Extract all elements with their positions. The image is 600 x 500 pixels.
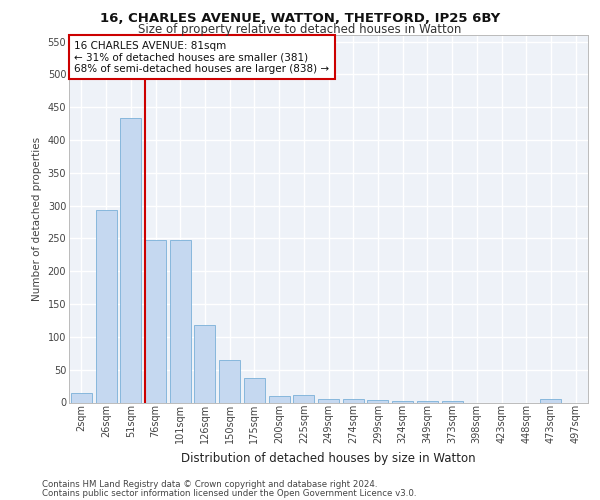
Bar <box>343 399 364 402</box>
Bar <box>417 400 438 402</box>
Bar <box>244 378 265 402</box>
Bar <box>541 399 562 402</box>
X-axis label: Distribution of detached houses by size in Watton: Distribution of detached houses by size … <box>181 452 476 464</box>
Bar <box>170 240 191 402</box>
Text: Contains public sector information licensed under the Open Government Licence v3: Contains public sector information licen… <box>42 488 416 498</box>
Bar <box>318 398 339 402</box>
Bar <box>194 325 215 402</box>
Text: 16, CHARLES AVENUE, WATTON, THETFORD, IP25 6BY: 16, CHARLES AVENUE, WATTON, THETFORD, IP… <box>100 12 500 24</box>
Text: Size of property relative to detached houses in Watton: Size of property relative to detached ho… <box>139 22 461 36</box>
Bar <box>219 360 240 403</box>
Bar <box>367 400 388 402</box>
Bar <box>145 240 166 402</box>
Bar <box>442 400 463 402</box>
Bar <box>95 210 116 402</box>
Bar <box>293 394 314 402</box>
Bar <box>392 400 413 402</box>
Text: 16 CHARLES AVENUE: 81sqm
← 31% of detached houses are smaller (381)
68% of semi-: 16 CHARLES AVENUE: 81sqm ← 31% of detach… <box>74 40 329 74</box>
Bar <box>269 396 290 402</box>
Y-axis label: Number of detached properties: Number of detached properties <box>32 136 42 301</box>
Text: Contains HM Land Registry data © Crown copyright and database right 2024.: Contains HM Land Registry data © Crown c… <box>42 480 377 489</box>
Bar <box>71 392 92 402</box>
Bar <box>120 118 141 403</box>
